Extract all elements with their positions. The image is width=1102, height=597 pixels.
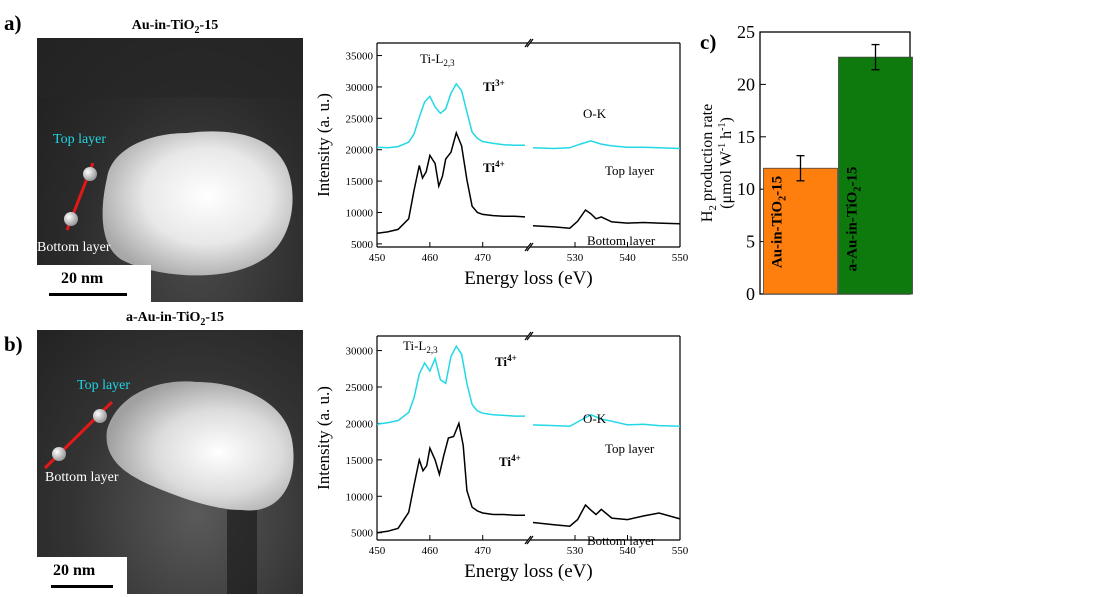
eels-a-bottom-state-label: Ti4+: [483, 159, 505, 175]
eels-a-edge-ti-label: Ti-L2,3: [420, 51, 455, 68]
eels-b-x-axis-label: Energy loss (eV): [464, 561, 592, 582]
scalebar-a: 20 nm: [37, 265, 151, 302]
bar-c-y-tick-label: 5: [746, 232, 755, 252]
nanoparticle-b: [106, 381, 294, 511]
eels-b-y-tick-label: 25000: [346, 382, 374, 394]
bar-c-y-tick-label: 25: [737, 22, 755, 42]
eels-a-break-mark: [524, 38, 532, 48]
bar-c-y-tick-label: 20: [737, 74, 755, 94]
eels-b-x-tick-label: 540: [619, 545, 636, 557]
eels-a-break-mark: [524, 242, 532, 252]
eels-chart-a: 5000 10000 15000 20000 25000 30000 35000 450 460…: [314, 38, 689, 289]
tem-a-top-label: Top layer: [53, 132, 107, 147]
bar-chart-c: 0 5 10 15 20 25 H2 production rate (μmol W-1 h-…: [699, 22, 913, 304]
bar-c-bar-1: [763, 167, 838, 295]
eels-b-y-tick-label: 20000: [346, 418, 374, 430]
marker-bottom-a: [64, 212, 78, 226]
eels-b-series-top-layer-right: [532, 413, 681, 428]
eels-a-break-mark: [526, 242, 534, 252]
eels-a-series-top-layer-right: [532, 140, 681, 150]
eels-a-y-tick-label: 25000: [346, 113, 374, 125]
eels-a-y-tick-label: 15000: [346, 176, 374, 188]
eels-a-curve-label-top: Top layer: [605, 163, 655, 178]
eels-b-curve-label-top: Top layer: [605, 441, 655, 456]
eels-a-x-tick-label: 450: [369, 252, 386, 264]
tem-b-bottom-label: Bottom layer: [45, 470, 119, 485]
eels-a-break-mark: [526, 38, 534, 48]
scalebar-b-text: 20 nm: [53, 562, 96, 579]
scalebar-b-line: [51, 585, 113, 588]
eels-b-x-tick-label: 530: [567, 545, 584, 557]
bar-c-bar-2: [838, 56, 913, 295]
tem-image-b: Top layer Bottom layer 20 nm: [37, 330, 303, 594]
eels-b-break-mark: [524, 331, 532, 341]
eels-b-x-tick-label: 470: [474, 545, 491, 557]
tem-b-top-label: Top layer: [77, 378, 131, 393]
eels-a-curve-label-bottom: Bottom layer: [587, 233, 656, 248]
eels-b-edge-ti-label: Ti-L2,3: [403, 338, 438, 355]
eels-a-x-tick-label: 460: [422, 252, 439, 264]
marker-top-a: [83, 167, 97, 181]
eels-b-curve-label-bottom: Bottom layer: [587, 533, 656, 548]
marker-bottom-b: [52, 447, 66, 461]
panel-b-label: b): [4, 332, 23, 356]
eels-a-x-tick-label: 530: [567, 252, 584, 264]
panel-c-label: c): [700, 30, 717, 54]
eels-b-break-mark: [526, 331, 534, 341]
eels-a-x-tick-label: 470: [474, 252, 491, 264]
eels-b-x-tick-label: 460: [422, 545, 439, 557]
eels-b-bottom-state-label: Ti4+: [499, 453, 521, 469]
bar-c-category-label-1: Au-in-TiO2-15: [770, 176, 789, 268]
eels-a-top-state-label: Ti3+: [483, 78, 505, 94]
panel-b-title: a-Au-in-TiO2-15: [125, 310, 225, 328]
eels-a-y-tick-label: 5000: [351, 239, 374, 251]
eels-a-edge-o-label: O-K: [583, 106, 607, 121]
scalebar-a-text: 20 nm: [61, 270, 104, 287]
eels-b-y-tick-label: 5000: [351, 528, 374, 540]
eels-a-series-bottom-layer-left: [376, 130, 526, 234]
bar-c-y-tick-label: 0: [746, 284, 755, 304]
bar-c-y-tick-label: 10: [737, 179, 755, 199]
bar-c-y-tick-label: 15: [737, 127, 755, 147]
eels-a-y-tick-label: 30000: [346, 82, 374, 94]
eels-b-break-mark: [524, 535, 532, 545]
eels-b-x-tick-label: 450: [369, 545, 386, 557]
panel-a-label: a): [4, 11, 22, 35]
scalebar-b: 20 nm: [37, 557, 127, 594]
eels-a-y-axis-label: Intensity (a. u.): [314, 93, 333, 197]
tem-a-bottom-label: Bottom layer: [37, 240, 111, 255]
marker-top-b: [93, 409, 107, 423]
tem-image-b-drawing: [43, 381, 294, 594]
scalebar-a-line: [49, 293, 127, 296]
eels-a-x-axis-label: Energy loss (eV): [464, 268, 592, 289]
eels-a-x-tick-label: 540: [619, 252, 636, 264]
tem-image-a: Top layer Bottom layer 20 nm: [37, 38, 303, 302]
bar-c-category-label-2: a-Au-in-TiO2-15: [845, 167, 864, 272]
eels-b-series-top-layer-left: [376, 344, 525, 425]
bar-c-y-axis-label-line2: (μmol W-1 h-1): [717, 117, 735, 209]
eels-b-y-tick-label: 10000: [346, 491, 374, 503]
eels-b-series-bottom-layer-left: [376, 420, 525, 534]
bar-c-y-axis-label-line1: H2 production rate: [699, 104, 719, 222]
eels-a-x-tick-label: 550: [672, 252, 689, 264]
eels-a-y-tick-label: 10000: [346, 207, 374, 219]
eels-a-series-bottom-layer-right: [532, 208, 681, 229]
eels-a-y-tick-label: 35000: [346, 51, 374, 63]
eels-b-x-tick-label: 550: [672, 545, 689, 557]
eels-b-top-state-label: Ti4+: [495, 353, 517, 369]
eels-b-y-tick-label: 15000: [346, 455, 374, 467]
eels-b-break-mark: [526, 535, 534, 545]
eels-a-series-top-layer-left: [376, 82, 525, 149]
eels-b-series-bottom-layer-right: [532, 503, 681, 527]
tem-image-a-drawing: [37, 38, 303, 276]
eels-chart-b: 5000 10000 15000 20000 25000 30000 450 460 470 53…: [314, 331, 689, 582]
eels-b-y-axis-label: Intensity (a. u.): [314, 386, 333, 490]
nanoparticle-a: [102, 131, 293, 276]
panel-a-title: Au-in-TiO2-15: [131, 18, 219, 36]
eels-b-y-tick-label: 30000: [346, 346, 374, 358]
eels-b-edge-o-label: O-K: [583, 411, 607, 426]
eels-a-y-tick-label: 20000: [346, 145, 374, 157]
